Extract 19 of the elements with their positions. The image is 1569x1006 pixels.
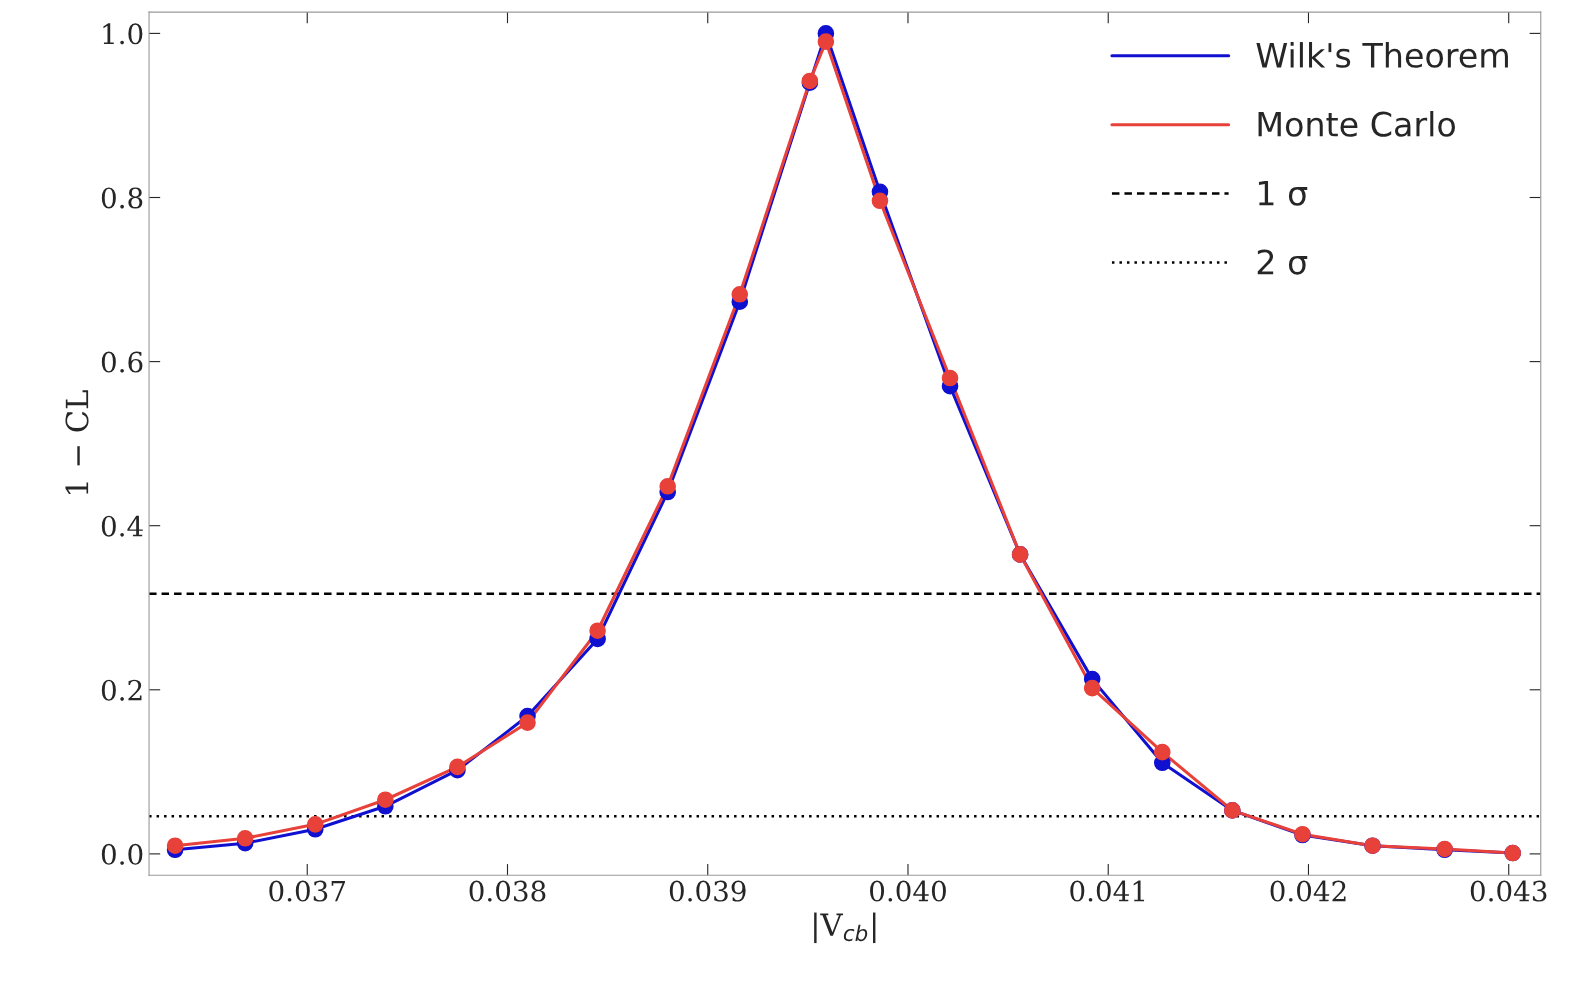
- y-axis-title: 1 − CL: [65, 390, 89, 494]
- legend-label: 2 σ: [1257, 249, 1308, 275]
- legend-label: 1 σ: [1258, 180, 1308, 206]
- x-tick-label: 0.043: [1470, 880, 1547, 902]
- y-tick-label: 0.6: [101, 351, 143, 373]
- x-tick-label: 0.042: [1270, 880, 1346, 902]
- y-tick-label: 0.2: [101, 679, 142, 701]
- x-axis-title: |V$_{cb}$|: [814, 912, 876, 944]
- legend-label: Wilk's Theorem: [1256, 42, 1508, 68]
- y-tick-label: 0.4: [101, 515, 143, 537]
- x-tick-label: 0.039: [669, 880, 746, 902]
- y-tick-label: 0.8: [101, 187, 143, 209]
- legend-label: Monte Carlo: [1258, 111, 1455, 137]
- x-tick-label: 0.038: [469, 880, 546, 902]
- x-tick-label: 0.041: [1070, 880, 1145, 902]
- x-tick-label: 0.040: [870, 880, 946, 902]
- y-tick-label: 0.0: [101, 843, 143, 865]
- y-tick-label: 1.0: [103, 23, 143, 45]
- x-tick-label: 0.037: [269, 880, 345, 902]
